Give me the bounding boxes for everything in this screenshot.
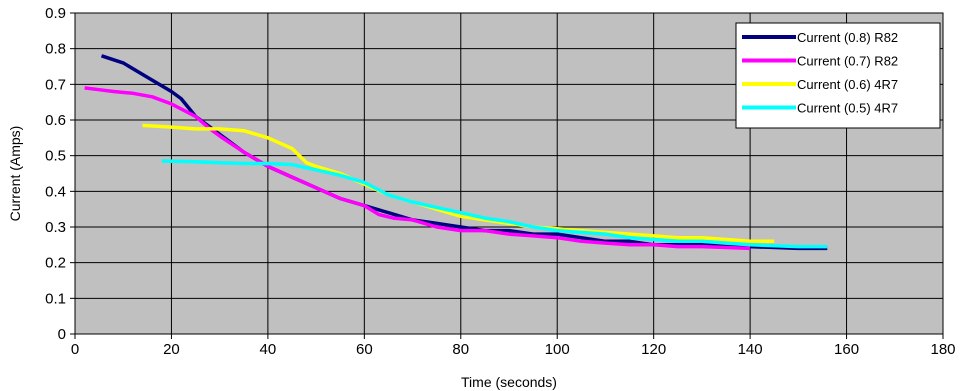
x-tick-label: 100 xyxy=(545,341,570,358)
series-line-2 xyxy=(84,86,751,251)
x-tick-label: 120 xyxy=(641,341,666,358)
x-tick-label: 180 xyxy=(930,341,955,358)
x-axis: 0 20 40 60 80 100 120 140 160 180 xyxy=(71,334,956,358)
x-tick-label: 0 xyxy=(71,341,79,358)
x-tick-label: 60 xyxy=(356,341,373,358)
y-tick-label: 0.9 xyxy=(45,5,66,22)
y-tick-label: 0.5 xyxy=(45,148,66,165)
y-axis: 0 0.1 0.2 0.3 0.4 0.5 0.6 0.7 0.8 0.9 xyxy=(45,5,75,343)
legend-label-2: Current (0.7) R82 xyxy=(797,54,898,69)
x-tick-label: 140 xyxy=(738,341,763,358)
legend-label-3: Current (0.6) 4R7 xyxy=(797,77,898,92)
legend: Current (0.8) R82 Current (0.7) R82 Curren… xyxy=(735,22,941,129)
grid-lines xyxy=(75,13,943,334)
x-tick-label: 80 xyxy=(452,341,469,358)
series-line-3 xyxy=(142,123,775,244)
y-tick-label: 0.2 xyxy=(45,255,66,272)
legend-label-1: Current (0.8) R82 xyxy=(797,30,898,45)
y-tick-label: 0.7 xyxy=(45,76,66,93)
series-lines xyxy=(84,54,828,251)
legend-label-4: Current (0.5) 4R7 xyxy=(797,101,898,116)
x-tick-label: 40 xyxy=(260,341,277,358)
y-tick-label: 0.3 xyxy=(45,219,66,236)
x-tick-label: 20 xyxy=(163,341,180,358)
y-tick-label: 0.1 xyxy=(45,290,66,307)
series-line-4 xyxy=(161,159,828,249)
plot-border xyxy=(74,12,944,335)
y-axis-title: Current (Amps) xyxy=(7,126,23,222)
x-tick-label: 160 xyxy=(834,341,859,358)
y-tick-label: 0.8 xyxy=(45,41,66,58)
y-tick-label: 0.4 xyxy=(45,183,66,200)
y-tick-label: 0 xyxy=(58,326,66,343)
legend-box xyxy=(735,22,941,129)
x-axis-title: Time (seconds) xyxy=(461,374,557,390)
y-tick-label: 0.6 xyxy=(45,112,66,129)
